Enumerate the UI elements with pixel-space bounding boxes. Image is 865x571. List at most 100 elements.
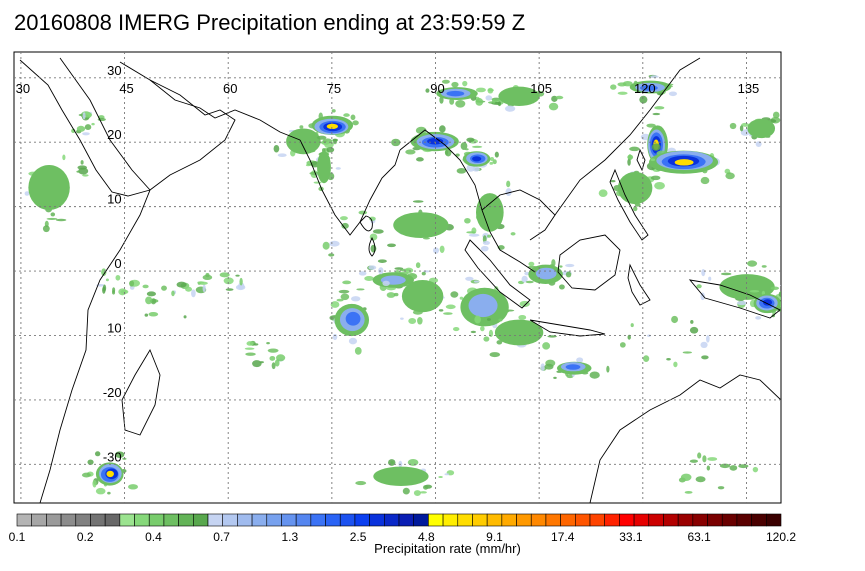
colorbar-swatch (119, 513, 135, 527)
colorbar-swatch (75, 513, 91, 527)
colorbar-tick-label: 0.4 (145, 530, 162, 544)
colorbar-tick-label: 4.8 (418, 530, 435, 544)
colorbar-tick-label: 120.2 (766, 530, 796, 544)
longitude-labels: 30 45 60 75 90 105 120 135 (16, 81, 760, 96)
rain-cell (487, 84, 564, 112)
colorbar-tick-label: 0.7 (213, 530, 230, 544)
colorbar-tick-label: 0.1 (9, 530, 26, 544)
colorbar-swatch (736, 513, 752, 527)
lat-label: -20 (103, 385, 122, 400)
colorbar-ticks: 0.1 0.2 0.4 0.7 1.3 2.5 4.8 9.1 17.4 33.1 63.1 120.… (9, 530, 797, 544)
colorbar-swatch (310, 513, 326, 527)
colorbar-swatch (281, 513, 297, 527)
rain-cell (382, 262, 459, 325)
colorbar-swatch (663, 513, 679, 527)
graticule (14, 52, 781, 503)
lon-label: 75 (327, 81, 341, 96)
rain-cell (306, 135, 341, 192)
colorbar-tick-label: 9.1 (486, 530, 503, 544)
rain-cell (628, 143, 735, 185)
colorbar-swatch (295, 513, 312, 527)
colorbar-swatch (677, 513, 694, 527)
rain-cell (329, 288, 370, 355)
lat-label: 30 (107, 63, 121, 78)
rain-cell (456, 145, 499, 174)
colorbar-swatch (472, 513, 488, 527)
rain-cell (244, 340, 286, 370)
colorbar-swatch (766, 513, 782, 527)
lon-label: 45 (119, 81, 133, 96)
colorbar-swatch (325, 513, 341, 527)
colorbar-swatch (339, 513, 356, 527)
lat-label: 10 (107, 320, 121, 335)
colorbar-swatch (163, 513, 179, 527)
colorbar-swatch (545, 513, 561, 527)
coastline-layer (19, 57, 781, 503)
colorbar-tick-label: 33.1 (619, 530, 643, 544)
rain-layer (24, 74, 781, 496)
lon-label: 60 (223, 81, 237, 96)
colorbar-swatch (104, 513, 121, 527)
colorbar-swatch (589, 513, 605, 527)
colorbar-swatch (516, 513, 532, 527)
colorbar-swatch (207, 513, 223, 527)
lat-label: 10 (107, 192, 121, 207)
map-title: 20160808 IMERG Precipitation ending at 2… (14, 10, 526, 35)
lon-label: 105 (530, 81, 552, 96)
lon-label: 90 (430, 81, 444, 96)
colorbar-swatch (178, 513, 194, 527)
colorbar-swatch (16, 513, 32, 527)
colorbar-swatch (751, 513, 767, 527)
lon-label: 30 (16, 81, 30, 96)
colorbar-swatch (707, 513, 723, 527)
colorbar-swatch (648, 513, 664, 527)
rain-cell (540, 357, 610, 379)
colorbar-swatch (604, 513, 620, 527)
rain-cell (464, 180, 516, 252)
colorbar-tick-label: 0.2 (77, 530, 94, 544)
colorbar-swatch (692, 513, 708, 527)
rain-cell (517, 259, 575, 290)
colorbar-swatch (530, 513, 547, 527)
colorbar-swatch (193, 513, 209, 527)
colorbar-swatch (46, 513, 62, 527)
colorbar-swatch (384, 513, 400, 527)
latitude-labels: 30 20 10 0 10 -20 -30 (103, 63, 122, 465)
rain-cell (438, 276, 530, 334)
colorbar-swatch (619, 513, 635, 527)
colorbar-swatch (501, 513, 517, 527)
colorbar-swatch (428, 513, 444, 527)
colorbar-swatch (354, 513, 370, 527)
lat-label: 20 (107, 127, 121, 142)
colorbar-tick-label: 2.5 (350, 530, 367, 544)
lat-label: -30 (103, 449, 122, 464)
rain-cell (24, 154, 89, 233)
colorbar-swatch (633, 513, 650, 527)
colorbar-swatch (413, 513, 429, 527)
rain-cell (81, 451, 138, 495)
colorbar-swatch (575, 513, 591, 527)
colorbar-swatch (721, 513, 738, 527)
colorbar-swatch (148, 513, 165, 527)
colorbar-swatches (16, 513, 782, 527)
colorbar-swatch (90, 513, 106, 527)
rain-cell (729, 111, 781, 148)
colorbar-swatch (369, 513, 385, 527)
lon-label: 120 (634, 81, 656, 96)
colorbar-swatch (266, 513, 282, 527)
colorbar-swatch (251, 513, 268, 527)
rain-cell (678, 452, 759, 494)
rain-cell (71, 111, 106, 136)
colorbar-swatch (60, 513, 77, 527)
colorbar-tick-label: 63.1 (687, 530, 711, 544)
colorbar-swatch (457, 513, 473, 527)
rain-cell (598, 154, 665, 212)
colorbar-tick-label: 1.3 (282, 530, 299, 544)
rain-cell (619, 315, 710, 368)
rain-cell (195, 272, 246, 294)
colorbar-swatch (560, 513, 576, 527)
colorbar-swatch (31, 513, 47, 527)
colorbar-swatch (222, 513, 238, 527)
